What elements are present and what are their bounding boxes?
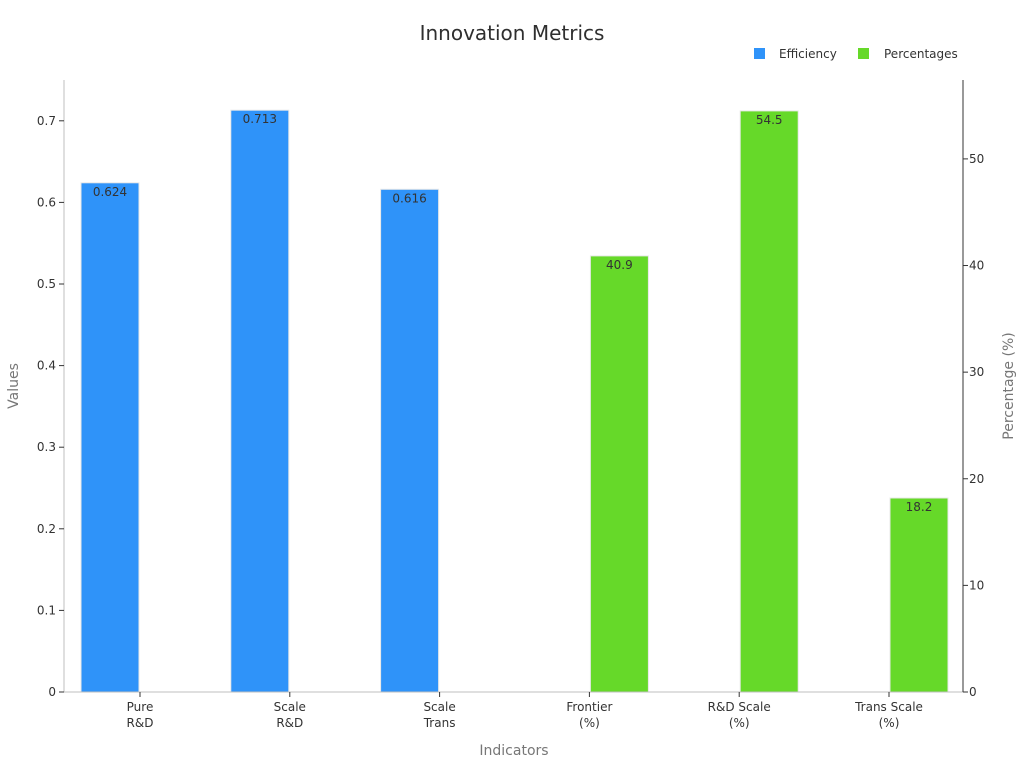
x-tick-label-0-line-0: Pure bbox=[127, 700, 154, 714]
y2-tick-label-5: 50 bbox=[969, 152, 984, 166]
y2-tick-label-2: 20 bbox=[969, 472, 984, 486]
y-tick-label-3: 0.3 bbox=[37, 440, 56, 454]
y2-tick-label-4: 40 bbox=[969, 259, 984, 273]
y2-tick-label-1: 10 bbox=[969, 578, 984, 592]
x-tick-label-5-line-1: (%) bbox=[879, 716, 900, 730]
x-tick-label-2-line-1: Trans bbox=[423, 716, 456, 730]
bars-group bbox=[80, 109, 949, 693]
bar-efficiency-2 bbox=[380, 188, 440, 693]
x-tick-label-4-line-0: R&D Scale bbox=[708, 700, 771, 714]
y2-tick-label-3: 30 bbox=[969, 365, 984, 379]
data-label-percentages-3: 40.9 bbox=[606, 258, 633, 272]
data-labels-group: 0.624 0.713 0.616 40.9 54.5 18.2 bbox=[93, 112, 933, 514]
data-label-percentages-4: 54.5 bbox=[756, 113, 783, 127]
legend-swatch-percentages bbox=[858, 48, 869, 59]
x-axis-label: Indicators bbox=[479, 743, 548, 759]
legend: Efficiency Percentages bbox=[754, 47, 958, 61]
left-axis-ticks: 0 0.1 0.2 0.3 0.4 0.5 0.6 0.7 bbox=[37, 114, 64, 699]
x-tick-label-3-line-0: Frontier bbox=[566, 700, 612, 714]
bar-efficiency-0 bbox=[80, 182, 140, 693]
legend-label-percentages: Percentages bbox=[884, 47, 958, 61]
bar-percentages-3 bbox=[589, 255, 649, 693]
bar-efficiency-1 bbox=[230, 109, 290, 693]
y2-axis-label: Percentage (%) bbox=[1001, 332, 1017, 439]
x-tick-label-0-line-1: R&D bbox=[127, 716, 154, 730]
y-tick-label-5: 0.5 bbox=[37, 277, 56, 291]
right-axis-ticks: 0 10 20 30 40 50 bbox=[963, 152, 984, 699]
data-label-percentages-5: 18.2 bbox=[906, 500, 933, 514]
x-axis-ticks: Pure R&D Scale R&D Scale Trans Frontier (%) R&D … bbox=[127, 692, 923, 730]
legend-swatch-efficiency bbox=[754, 48, 765, 59]
y-tick-label-1: 0.1 bbox=[37, 603, 56, 617]
y-tick-label-2: 0.2 bbox=[37, 522, 56, 536]
x-tick-label-1-line-0: Scale bbox=[274, 700, 306, 714]
y-axis-label: Values bbox=[6, 363, 22, 409]
x-tick-label-2-line-0: Scale bbox=[423, 700, 455, 714]
x-tick-label-4-line-1: (%) bbox=[729, 716, 750, 730]
data-label-efficiency-1: 0.713 bbox=[243, 112, 277, 126]
y-tick-label-4: 0.4 bbox=[37, 359, 56, 373]
bar-percentages-5 bbox=[889, 497, 949, 693]
y-tick-label-0: 0 bbox=[48, 685, 56, 699]
data-label-efficiency-0: 0.624 bbox=[93, 185, 127, 199]
y2-tick-label-0: 0 bbox=[969, 685, 977, 699]
bar-percentages-4 bbox=[739, 110, 799, 693]
chart-title: Innovation Metrics bbox=[420, 21, 605, 45]
y-tick-label-6: 0.6 bbox=[37, 195, 56, 209]
x-tick-label-3-line-1: (%) bbox=[579, 716, 600, 730]
legend-label-efficiency: Efficiency bbox=[779, 47, 837, 61]
data-label-efficiency-2: 0.616 bbox=[392, 191, 426, 205]
x-tick-label-5-line-0: Trans Scale bbox=[854, 700, 923, 714]
y-tick-label-7: 0.7 bbox=[37, 114, 56, 128]
x-tick-label-1-line-1: R&D bbox=[276, 716, 303, 730]
